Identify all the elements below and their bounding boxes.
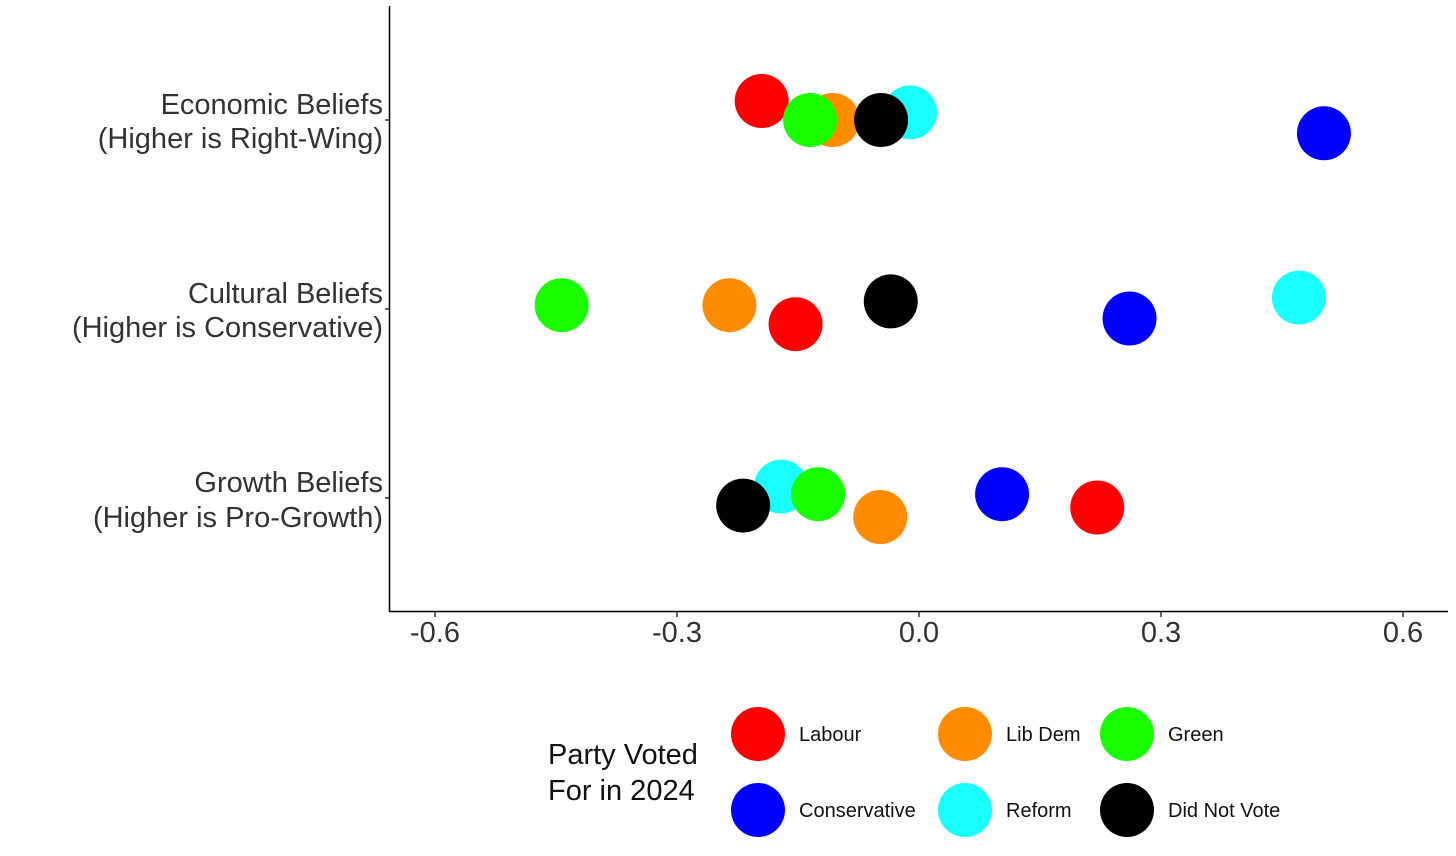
point-did-not-vote-cultural: [863, 274, 918, 329]
point-green-economic: [783, 93, 838, 147]
category-label-economic-line1: Economic Beliefs: [161, 89, 383, 121]
y-axis-labels: Economic Beliefs (Higher is Right-Wing) …: [72, 89, 383, 534]
category-label-growth-line2: (Higher is Pro-Growth): [93, 502, 383, 534]
point-green-cultural: [534, 278, 589, 333]
point-reform-cultural: [1271, 270, 1326, 325]
legend-key-conservative: [731, 783, 785, 837]
point-lib-dem-growth: [853, 490, 908, 544]
point-labour-economic: [734, 74, 789, 128]
legend-label-did-not-vote: Did Not Vote: [1168, 800, 1280, 822]
axes: [385, 6, 1448, 613]
legend-key-labour: [731, 707, 785, 761]
legend-label-conservative: Conservative: [799, 800, 916, 822]
legend-key-reform: [938, 783, 992, 837]
x-tick-label: 0.3: [1141, 617, 1181, 649]
x-tick-label: 0.6: [1383, 617, 1423, 649]
legend-title-line1: Party Voted: [548, 739, 698, 771]
x-tick-label: -0.6: [410, 617, 460, 649]
point-conservative-cultural: [1102, 291, 1157, 346]
x-axis-ticks: -0.6 -0.3 0.0 0.3 0.6: [410, 612, 1423, 649]
legend-label-lib-dem: Lib Dem: [1006, 724, 1080, 746]
data-points: [534, 74, 1351, 544]
point-did-not-vote-growth: [716, 478, 771, 533]
legend: Party Voted For in 2024 Labour Lib Dem Gre…: [548, 707, 1280, 837]
point-labour-cultural: [768, 297, 823, 352]
point-labour-growth: [1070, 480, 1125, 535]
category-label-cultural-line1: Cultural Beliefs: [188, 278, 383, 310]
point-green-growth: [791, 467, 846, 522]
legend-key-did-not-vote: [1100, 783, 1154, 837]
legend-label-green: Green: [1168, 724, 1224, 746]
point-conservative-growth: [975, 467, 1030, 522]
category-label-economic-line2: (Higher is Right-Wing): [98, 123, 383, 155]
legend-label-reform: Reform: [1006, 800, 1072, 822]
x-tick-label: 0.0: [899, 617, 939, 649]
legend-key-lib-dem: [938, 707, 992, 761]
point-conservative-economic: [1296, 106, 1351, 161]
legend-title-line2: For in 2024: [548, 775, 695, 807]
point-lib-dem-cultural: [702, 278, 757, 333]
point-did-not-vote-economic: [854, 93, 909, 147]
legend-key-green: [1100, 707, 1154, 761]
legend-label-labour: Labour: [799, 724, 862, 746]
x-tick-label: -0.3: [652, 617, 702, 649]
category-label-growth-line1: Growth Beliefs: [194, 467, 383, 499]
category-label-cultural-line2: (Higher is Conservative): [72, 312, 383, 344]
legend-items: Labour Lib Dem Green Conservative Reform Did …: [731, 707, 1280, 837]
